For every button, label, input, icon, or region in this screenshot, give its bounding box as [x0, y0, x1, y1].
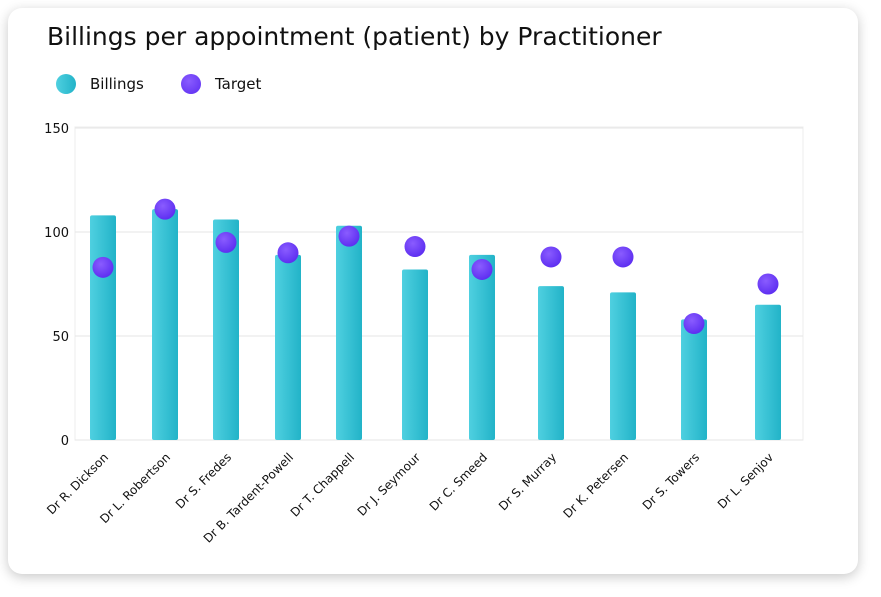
billings-bar[interactable] [402, 269, 428, 440]
y-tick-label: 0 [61, 434, 69, 449]
billings-bar[interactable] [336, 225, 362, 440]
x-tick-label: Dr L. Senjov [715, 450, 776, 511]
target-marker[interactable] [215, 231, 237, 253]
x-tick-label: Dr S. Fredes [173, 450, 234, 511]
billings-bar[interactable] [610, 292, 636, 440]
legend-item-target[interactable]: Target [181, 72, 261, 96]
target-marker[interactable] [471, 258, 493, 280]
x-tick-label: Dr K. Petersen [560, 450, 631, 521]
target-marker[interactable] [154, 198, 176, 220]
target-marker[interactable] [277, 242, 299, 264]
chart-title: Billings per appointment (patient) by Pr… [47, 22, 662, 51]
billings-bar[interactable] [213, 219, 239, 440]
target-legend-marker-icon [181, 74, 201, 94]
legend-label-target: Target [215, 75, 262, 93]
legend-label-billings: Billings [90, 75, 144, 93]
x-tick-label: Dr R. Dickson [44, 450, 111, 517]
target-marker[interactable] [338, 225, 360, 247]
y-axis-ticks: 0 50 100 150 [44, 122, 69, 449]
target-marker[interactable] [540, 246, 562, 268]
target-marker[interactable] [683, 313, 705, 335]
x-tick-label: Dr T. Chappell [288, 450, 357, 519]
legend-item-billings[interactable]: Billings [56, 72, 144, 96]
billings-bar[interactable] [90, 215, 116, 440]
x-tick-label: Dr C. Smeed [427, 450, 490, 513]
target-marker[interactable] [612, 246, 634, 268]
y-tick-label: 150 [44, 122, 69, 137]
x-tick-label: Dr J. Seymour [355, 450, 424, 519]
billings-bar[interactable] [469, 254, 495, 440]
target-marker[interactable] [404, 236, 426, 258]
x-tick-label: Dr S. Murray [496, 450, 559, 513]
target-marker[interactable] [757, 273, 779, 295]
target-marker[interactable] [92, 256, 114, 278]
billings-bar[interactable] [538, 286, 564, 440]
billings-bar[interactable] [152, 209, 178, 440]
y-tick-label: 50 [52, 330, 69, 345]
billings-bar[interactable] [681, 319, 707, 440]
y-tick-label: 100 [44, 226, 69, 241]
billings-bar[interactable] [755, 304, 781, 440]
billings-legend-marker-icon [56, 74, 76, 94]
x-tick-label: Dr S. Towers [640, 450, 702, 512]
target-marker-layer [92, 198, 779, 335]
billings-bar[interactable] [275, 254, 301, 440]
